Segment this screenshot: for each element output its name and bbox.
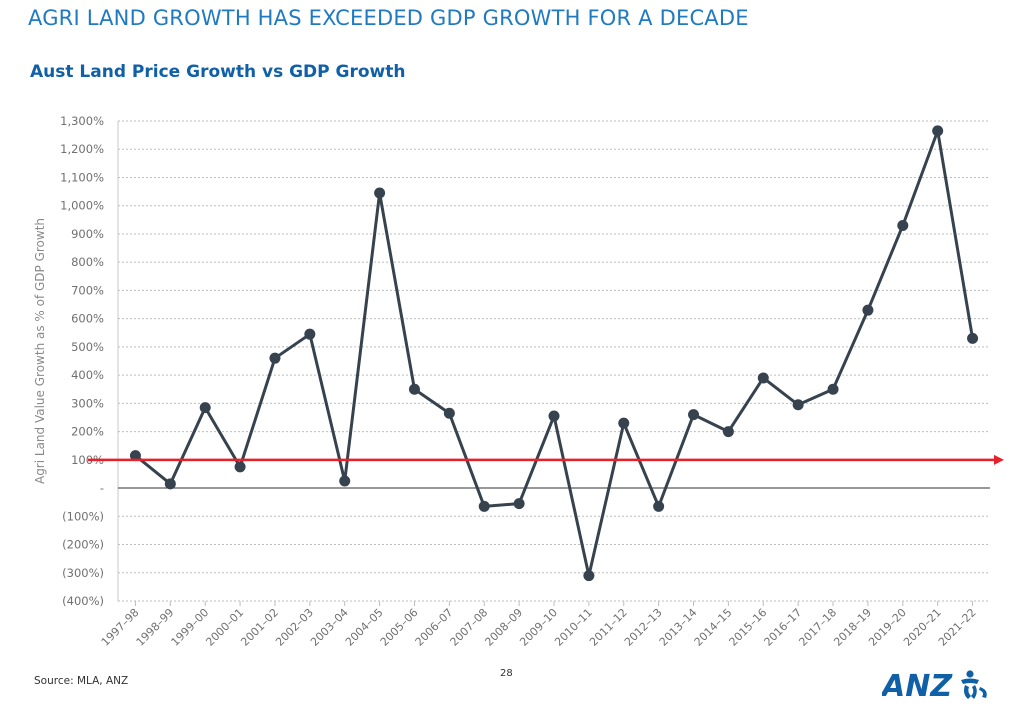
y-tick-label: 1,200%: [60, 142, 104, 156]
y-tick-label: (200%): [62, 538, 104, 552]
y-tick-label: 1,100%: [60, 170, 104, 184]
data-point: [164, 478, 176, 490]
slide-title: AGRI LAND GROWTH HAS EXCEEDED GDP GROWTH…: [28, 6, 749, 30]
data-point: [478, 500, 490, 512]
y-tick-label: 800%: [71, 255, 104, 269]
y-tick-label: 100%: [71, 453, 104, 467]
data-point: [408, 383, 420, 395]
x-axis-ticks: 1997–981998–991999–002000–012001–022002–…: [99, 601, 979, 649]
reference-arrow-icon: [994, 454, 1004, 465]
y-tick-label: (100%): [62, 509, 104, 523]
y-tick-label: 1,000%: [60, 199, 104, 213]
data-point: [269, 352, 281, 364]
y-axis-title: Agri Land Value Growth as % of GDP Growt…: [33, 218, 47, 484]
data-point: [443, 407, 455, 419]
data-point: [827, 383, 839, 395]
data-point: [339, 475, 351, 487]
data-point: [653, 500, 665, 512]
y-tick-label: -: [100, 481, 104, 495]
y-tick-label: 500%: [71, 340, 104, 354]
data-point: [548, 410, 560, 422]
data-points: [129, 125, 979, 582]
series-line: [134, 129, 975, 578]
data-point: [618, 417, 630, 429]
y-tick-label: (400%): [62, 594, 104, 608]
data-point: [129, 450, 141, 462]
data-point: [932, 125, 944, 137]
data-point: [862, 304, 874, 316]
data-point: [722, 426, 734, 438]
data-point: [757, 372, 769, 384]
y-tick-label: 300%: [71, 396, 104, 410]
y-axis-ticks: 1,300% 1,200% 1,100% 1,000% 900% 800% 700% 600%…: [60, 114, 104, 608]
y-tick-label: 600%: [71, 312, 104, 326]
anz-logo: ANZ: [882, 669, 987, 702]
y-tick-label: 1,300%: [60, 114, 104, 128]
source-note: Source: MLA, ANZ: [34, 675, 129, 687]
gridlines: [118, 120, 990, 602]
logo-text: ANZ: [882, 669, 953, 702]
anz-people-icon: [961, 670, 987, 699]
page-number: 28: [500, 668, 513, 679]
data-point: [234, 461, 246, 473]
data-point: [374, 187, 386, 199]
data-point: [688, 409, 700, 421]
data-point: [583, 570, 595, 582]
y-tick-label: 700%: [71, 283, 104, 297]
y-tick-label: (300%): [62, 566, 104, 580]
y-tick-label: 400%: [71, 368, 104, 382]
x-tick-label: 2021–22: [936, 606, 979, 649]
data-point: [304, 328, 316, 340]
data-point: [897, 219, 909, 231]
y-tick-label: 900%: [71, 227, 104, 241]
data-point: [513, 498, 525, 510]
chart-title: Aust Land Price Growth vs GDP Growth: [30, 62, 406, 82]
data-point: [792, 399, 804, 411]
y-tick-label: 200%: [71, 425, 104, 439]
data-point: [199, 402, 211, 414]
data-point: [967, 332, 979, 344]
